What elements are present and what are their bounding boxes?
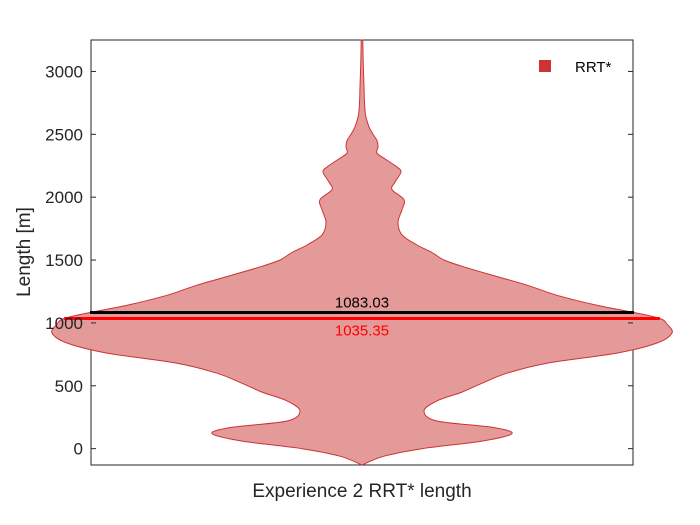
y-axis-label: Length [m] bbox=[14, 207, 35, 297]
y-tick-label: 2500 bbox=[45, 125, 83, 144]
plot-area: 1083.03 1035.35 bbox=[51, 39, 673, 466]
y-tick-label: 2000 bbox=[45, 188, 83, 207]
y-tick-label: 3000 bbox=[45, 62, 83, 81]
y-axis: 0 500 1000 1500 2000 2500 3000 bbox=[45, 62, 633, 459]
y-tick-label: 1000 bbox=[45, 314, 83, 333]
median-label: 1035.35 bbox=[335, 322, 389, 339]
x-axis-label: Experience 2 RRT* length bbox=[252, 481, 471, 502]
y-tick-label: 500 bbox=[55, 377, 83, 396]
legend-swatch-rrt bbox=[539, 60, 551, 72]
legend-label-rrt: RRT* bbox=[575, 59, 612, 76]
violin-body bbox=[51, 39, 673, 466]
mean-label: 1083.03 bbox=[335, 294, 389, 311]
y-tick-label: 1500 bbox=[45, 251, 83, 270]
y-tick-label: 0 bbox=[74, 440, 83, 459]
legend: RRT* bbox=[539, 59, 612, 76]
